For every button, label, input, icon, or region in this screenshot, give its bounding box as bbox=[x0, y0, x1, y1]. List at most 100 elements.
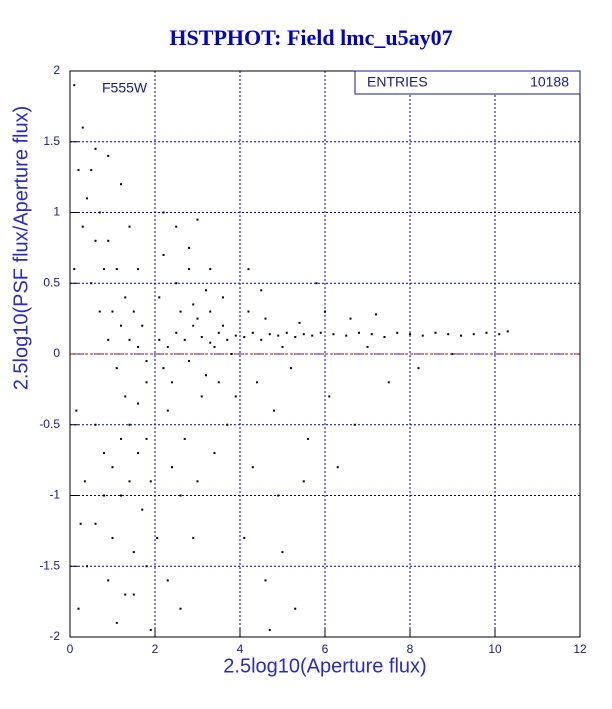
point bbox=[175, 282, 178, 285]
point bbox=[196, 317, 199, 320]
y-tick-label: 2 bbox=[53, 63, 60, 77]
point bbox=[179, 310, 182, 313]
point bbox=[222, 296, 224, 299]
point bbox=[285, 331, 288, 334]
point bbox=[141, 508, 144, 511]
point bbox=[124, 296, 127, 299]
point bbox=[81, 225, 84, 228]
y-tick-label: -1 bbox=[49, 488, 60, 502]
point bbox=[447, 333, 450, 336]
point bbox=[111, 536, 114, 539]
point bbox=[120, 324, 122, 327]
point bbox=[417, 367, 420, 370]
point bbox=[383, 336, 386, 339]
x-tick-label: 0 bbox=[67, 642, 74, 656]
point bbox=[77, 169, 80, 172]
point bbox=[145, 437, 148, 440]
point bbox=[162, 367, 165, 370]
point bbox=[111, 310, 114, 313]
point bbox=[149, 480, 152, 483]
point bbox=[137, 402, 139, 405]
point bbox=[234, 395, 237, 398]
stats-label: ENTRIES bbox=[367, 74, 428, 90]
point bbox=[319, 331, 322, 334]
point bbox=[98, 310, 101, 313]
point bbox=[86, 565, 88, 568]
point bbox=[192, 536, 195, 539]
point bbox=[103, 268, 105, 271]
x-tick-label: 6 bbox=[322, 642, 329, 656]
point bbox=[273, 409, 275, 412]
point bbox=[281, 345, 284, 348]
point bbox=[332, 333, 335, 336]
stats-value: 10188 bbox=[530, 74, 569, 90]
x-axis-label: 2.5log10(Aperture flux) bbox=[223, 655, 426, 677]
point bbox=[158, 338, 161, 341]
point bbox=[107, 239, 110, 242]
y-tick-label: -2 bbox=[49, 629, 60, 643]
point bbox=[217, 331, 220, 334]
point bbox=[141, 324, 144, 327]
point bbox=[128, 225, 131, 228]
point bbox=[387, 381, 390, 384]
point bbox=[73, 268, 76, 271]
y-tick-label: 0 bbox=[53, 346, 60, 360]
y-axis-label: 2.5log10(PSF flux/Aperture flux) bbox=[10, 106, 32, 391]
point bbox=[421, 334, 424, 337]
point bbox=[166, 579, 169, 582]
point bbox=[120, 494, 122, 497]
point bbox=[268, 628, 271, 631]
point bbox=[83, 480, 86, 483]
point bbox=[90, 282, 93, 285]
point bbox=[86, 197, 88, 200]
point bbox=[75, 409, 78, 412]
point bbox=[79, 522, 82, 525]
point bbox=[298, 321, 301, 324]
point bbox=[94, 239, 97, 242]
point bbox=[120, 183, 122, 186]
point bbox=[209, 268, 212, 271]
point bbox=[281, 551, 284, 554]
point bbox=[311, 334, 314, 337]
point bbox=[268, 333, 271, 336]
point bbox=[264, 579, 267, 582]
point bbox=[81, 126, 84, 129]
point bbox=[200, 336, 203, 339]
point bbox=[328, 395, 331, 398]
point bbox=[205, 289, 207, 292]
point bbox=[120, 437, 122, 440]
point bbox=[222, 324, 224, 327]
point bbox=[137, 268, 139, 271]
point bbox=[277, 494, 280, 497]
point bbox=[156, 536, 159, 539]
point bbox=[294, 336, 297, 339]
y-tick-label: -1.5 bbox=[39, 558, 60, 572]
point bbox=[128, 480, 131, 483]
point bbox=[90, 169, 93, 172]
x-tick-label: 10 bbox=[488, 642, 502, 656]
point bbox=[98, 211, 101, 214]
point bbox=[217, 381, 220, 384]
point bbox=[73, 84, 76, 87]
point bbox=[472, 333, 475, 336]
point bbox=[336, 466, 339, 469]
point bbox=[132, 551, 135, 554]
point bbox=[366, 345, 369, 348]
point bbox=[213, 345, 216, 348]
point bbox=[103, 452, 105, 455]
point bbox=[200, 395, 203, 398]
point bbox=[107, 338, 110, 341]
point bbox=[302, 333, 305, 336]
point bbox=[375, 313, 377, 316]
point bbox=[94, 423, 97, 426]
stats-box bbox=[354, 70, 581, 95]
point bbox=[188, 268, 190, 271]
point bbox=[213, 452, 216, 455]
point bbox=[124, 395, 127, 398]
point bbox=[128, 423, 131, 426]
chart-title: HSTPHOT: Field lmc_u5ay07 bbox=[169, 25, 452, 50]
point bbox=[260, 338, 263, 341]
plot-frame bbox=[69, 70, 581, 638]
point bbox=[124, 593, 127, 596]
